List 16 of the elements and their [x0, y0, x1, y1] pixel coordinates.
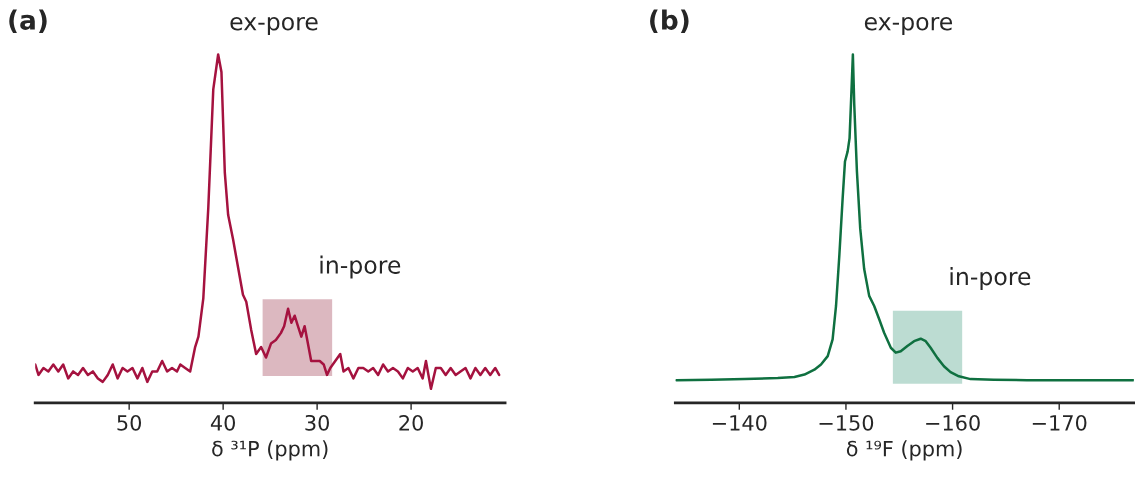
x-tick-label: 30 [305, 414, 329, 431]
x-tick-label: −150 [819, 414, 874, 431]
x-tick-label: −170 [1032, 414, 1087, 431]
x-axis-title: δ ³¹P (ppm) [212, 440, 328, 461]
band-label: in-pore [320, 255, 401, 279]
x-tick-label: 40 [210, 414, 236, 431]
chart-title: (a) [9, 9, 47, 34]
x-tick-label: 20 [399, 414, 423, 431]
x-tick-label: −160 [926, 414, 980, 431]
annotation: ex-pore [230, 16, 318, 36]
x-tick-label: −140 [712, 414, 767, 431]
x-axis-title: δ ¹⁹F (ppm) [846, 440, 962, 461]
chart-title: (b) [650, 9, 689, 34]
x-tick-label: 50 [117, 414, 142, 431]
annotation: ex-pore [864, 16, 953, 36]
band-label: in-pore [950, 267, 1031, 290]
